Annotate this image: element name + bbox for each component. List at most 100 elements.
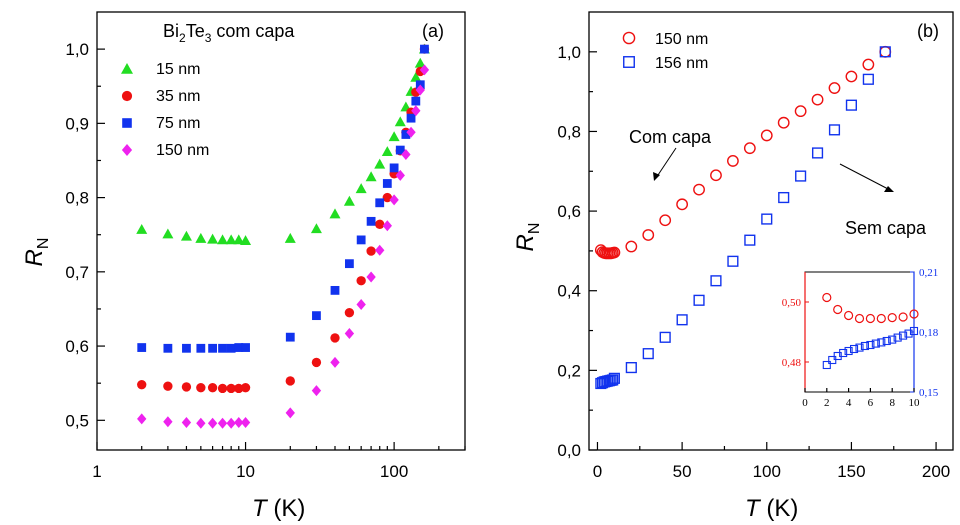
panel-b-point — [676, 314, 688, 326]
panel-a-point — [344, 327, 355, 339]
panel-b-point — [743, 142, 756, 155]
panel-a-point — [196, 343, 206, 353]
panel-a-point — [406, 126, 416, 138]
panel-a-point — [375, 219, 385, 229]
panel-a-point — [163, 381, 173, 391]
panel-b-legend-marker — [622, 31, 636, 45]
panel-b-point — [862, 73, 874, 85]
inset-right-ytick-label: 0,18 — [919, 327, 939, 339]
panel-a-point — [375, 244, 385, 256]
panel-a-point — [411, 96, 421, 106]
panel-b-legend-label: 156 nm — [655, 55, 708, 72]
panel-a-point — [389, 163, 399, 173]
panel-a-legend-label: 75 nm — [156, 115, 200, 132]
panel-a-ytick-label: 0,5 — [65, 411, 89, 430]
panel-b-xtick-label: 0 — [593, 462, 602, 481]
panel-a-point — [375, 198, 385, 208]
panel-a-point — [137, 343, 147, 352]
panel-b-legend: 150 nm 156 nm — [622, 31, 708, 72]
panel-b-point — [659, 331, 671, 343]
panel-a-ytick-label: 0,7 — [65, 263, 89, 282]
inset-point-right — [893, 333, 902, 342]
panel-a-point — [181, 382, 192, 392]
inset-point-right — [839, 348, 848, 358]
inset-right-ytick-label: 0,21 — [919, 267, 938, 279]
panel-a-point — [162, 228, 174, 239]
inset-left-ytick-label: 0,50 — [782, 297, 802, 309]
panel-a-point — [234, 343, 244, 352]
panel-a-point — [285, 376, 295, 386]
panel-a-points — [136, 43, 430, 429]
panel-a-title: Bi2Te3 com capa — [163, 21, 295, 45]
panel-b-ytick-label: 0,8 — [557, 122, 581, 141]
panel-a-point — [311, 385, 322, 397]
panel-a-xtick-label: 10 — [236, 462, 255, 481]
panel-a-point — [419, 64, 430, 76]
panel-b-point — [811, 93, 824, 106]
inset-point-right — [871, 339, 880, 348]
panel-a-legend-label: 15 nm — [156, 61, 200, 78]
arrowhead-sem-capa-icon — [884, 186, 894, 192]
panel-a-point — [310, 223, 322, 234]
inset-xtick-label: 6 — [868, 397, 874, 409]
panel-a-point — [389, 194, 399, 206]
panel-a-point — [284, 232, 296, 243]
inset-point-right — [909, 326, 919, 336]
panel-a-legend-marker — [122, 118, 132, 128]
panel-a-xtick-label: 1 — [92, 462, 101, 481]
panel-b-xtick-label: 150 — [837, 462, 865, 481]
panel-b-point — [676, 198, 689, 211]
panel-b-point — [642, 229, 655, 241]
panel-b-ytick-label: 0,2 — [557, 361, 581, 380]
inset-point-right — [844, 346, 853, 356]
panel-b-point — [777, 116, 790, 129]
inset-point-right — [899, 331, 908, 340]
panel-a-legend-label: 35 nm — [156, 88, 200, 105]
panel-b-point — [828, 82, 841, 94]
inset-point-right — [822, 360, 831, 370]
panel-b-xtick-label: 200 — [922, 462, 950, 481]
panel-b-point — [710, 275, 722, 287]
panel-b-point — [710, 169, 722, 182]
panel-a-point — [415, 84, 425, 96]
inset-xtick-label: 4 — [846, 397, 852, 409]
panel-a-point — [218, 343, 227, 353]
panel-a-point — [382, 179, 392, 188]
panel-a-ytick-label: 0,9 — [65, 114, 89, 133]
panel-a-point — [234, 383, 244, 394]
panel-a-legend-marker — [121, 63, 133, 74]
panel-a-point — [240, 382, 251, 393]
panel-b-point — [794, 105, 807, 118]
panel-b-point — [879, 45, 892, 58]
panel-a-ytick-label: 0,6 — [65, 337, 89, 356]
panel-a: (a) Bi2Te3 com capa T (K) RN 1 10 100 0,5 0,… — [21, 11, 466, 522]
panel-b-point — [761, 213, 773, 225]
panel-a-point — [182, 343, 191, 353]
panel-b-point — [608, 246, 621, 259]
panel-a-point — [411, 105, 421, 117]
panel-b-point — [693, 294, 705, 306]
panel-a-ytick-label: 0,8 — [65, 189, 89, 208]
panel-a-point — [355, 183, 367, 194]
panel-a-point — [226, 417, 236, 429]
inset-point-left — [833, 304, 843, 315]
inset-right-ytick-label: 0,15 — [919, 387, 939, 399]
panel-b-point — [625, 240, 638, 253]
panel-a-point — [207, 417, 218, 429]
panel-a-point — [137, 413, 147, 425]
panel-a-point — [136, 224, 148, 234]
inset-point-left — [909, 309, 919, 319]
panel-b-point — [659, 214, 672, 227]
panel-a-point — [343, 195, 355, 206]
panel-a-point — [366, 216, 376, 226]
annotation-sem-capa: Sem capa — [845, 218, 927, 238]
panel-a-point — [388, 131, 400, 142]
panel-a-point — [217, 417, 228, 429]
panel-a-xlabel: T (K) — [252, 495, 305, 522]
panel-b-points — [594, 45, 892, 390]
panel-a-point — [163, 343, 173, 353]
panel-a-point — [356, 276, 366, 286]
panel-a-point — [217, 234, 229, 245]
